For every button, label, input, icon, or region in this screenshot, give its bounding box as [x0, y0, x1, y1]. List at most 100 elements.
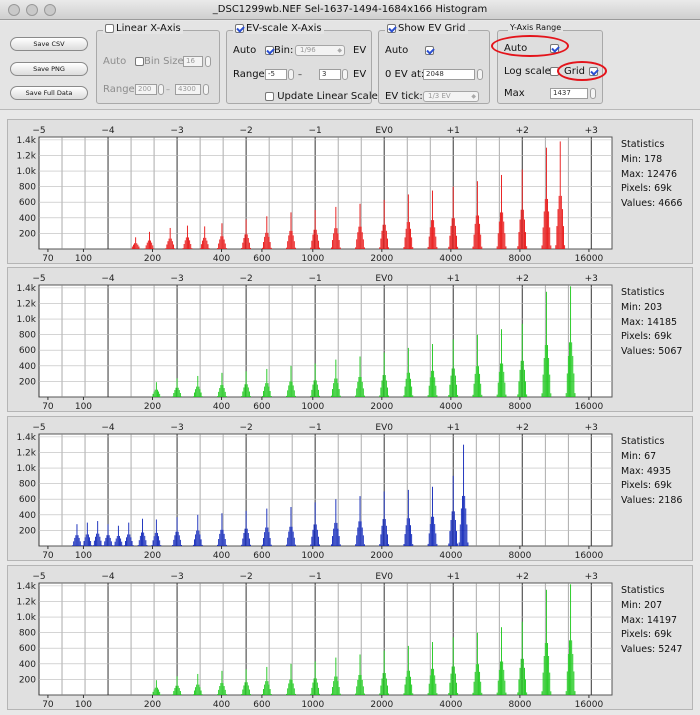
histogram-bar — [152, 393, 154, 397]
stats-max: Max: 12476 — [621, 168, 678, 180]
histogram-bar — [522, 360, 524, 397]
histogram-bar — [450, 225, 452, 249]
bin-size-checkbox[interactable] — [135, 56, 144, 66]
ev-tick-select[interactable]: 1/3 EV — [423, 91, 479, 102]
histogram-bar — [383, 352, 385, 397]
ev-range-min-input[interactable]: -5 — [265, 69, 287, 80]
close-window-icon[interactable] — [8, 4, 20, 16]
histogram-bar — [335, 206, 337, 249]
linear-range-max-input[interactable]: 4300 — [175, 84, 201, 95]
ev-bin-checkbox[interactable] — [265, 45, 274, 55]
histogram-bar — [410, 228, 411, 249]
histogram-bar — [363, 544, 365, 546]
histogram-bar — [313, 678, 315, 695]
histogram-bar — [410, 525, 411, 546]
histogram-bar — [263, 391, 264, 397]
histogram-bar — [90, 541, 92, 546]
y-max-input[interactable]: 1437 — [550, 88, 588, 99]
histogram-bar — [466, 524, 468, 546]
histogram-bar — [266, 368, 268, 397]
linear-range-min-input[interactable]: 200 — [135, 84, 157, 95]
stats-min: Min: 178 — [621, 153, 663, 165]
histogram-bar — [526, 246, 528, 249]
bin-size-input[interactable]: 16 — [183, 56, 203, 67]
histogram-bar — [267, 527, 269, 546]
histogram-bar — [79, 541, 81, 546]
histogram-bar — [496, 692, 498, 695]
histogram-bar — [242, 538, 244, 546]
histogram-bar — [245, 219, 247, 249]
histogram-bar — [408, 518, 410, 546]
minimize-window-icon[interactable] — [26, 4, 38, 16]
linear-range-max-stepper[interactable] — [203, 84, 209, 95]
show-ev-grid-checkbox[interactable] — [387, 24, 396, 33]
save-full-data-button[interactable]: Save Full Data — [10, 86, 88, 100]
histogram-bar — [411, 386, 413, 397]
ev-tick-label: −3 — [170, 572, 183, 582]
ev-grid-auto-checkbox[interactable] — [425, 46, 434, 55]
histogram-bar — [225, 544, 227, 546]
histogram-bar — [542, 672, 544, 695]
histogram-bar — [152, 691, 154, 695]
histogram-bar — [200, 690, 202, 695]
ev-range-max-stepper[interactable] — [342, 69, 348, 80]
update-linear-scale-checkbox[interactable] — [265, 91, 274, 101]
histogram-bar — [541, 245, 543, 249]
zero-ev-label: 0 EV at: — [385, 69, 425, 80]
stats-values: Values: 2186 — [621, 495, 683, 507]
linear-tick-label: 600 — [253, 700, 270, 710]
histogram-bar — [287, 390, 289, 397]
histogram-bar — [222, 529, 224, 546]
histogram-bar — [194, 392, 195, 397]
histogram-bar — [247, 387, 249, 397]
ev-tick-label: −4 — [101, 572, 115, 582]
histogram-bar — [362, 686, 364, 695]
histogram-bar — [245, 669, 247, 695]
histogram-bar — [570, 584, 572, 695]
histogram-bar — [217, 694, 218, 695]
histogram-bar — [382, 519, 384, 546]
ev-range-min-stepper[interactable] — [288, 69, 294, 80]
linear-range-min-stepper[interactable] — [158, 84, 164, 95]
histogram-bar — [314, 363, 316, 397]
histogram-bar — [310, 395, 312, 397]
histogram-bar — [225, 248, 227, 249]
y-max-stepper[interactable] — [590, 88, 596, 99]
histogram-bar — [128, 522, 130, 546]
histogram-bar — [331, 395, 332, 397]
histogram-bar — [289, 679, 291, 695]
histogram-bar — [452, 186, 454, 249]
histogram-bar — [385, 380, 387, 397]
histogram-bar — [172, 396, 174, 397]
histogram-bar — [174, 535, 176, 546]
histogram-bar — [293, 241, 295, 249]
histogram-bar — [310, 247, 312, 249]
histogram-bar — [247, 532, 249, 546]
save-png-button[interactable]: Save PNG — [10, 62, 88, 76]
histogram-bar — [243, 685, 245, 695]
ev-scale-x-axis-title: EV-scale X-Axis — [233, 23, 324, 34]
histogram-bar — [85, 534, 87, 546]
histogram-bar — [481, 246, 483, 249]
zero-ev-input[interactable]: 2048 — [423, 69, 475, 80]
histogram-bar — [454, 519, 456, 546]
auto-highlight-circle — [491, 35, 569, 57]
histogram-bar — [457, 543, 459, 546]
ev-scale-x-axis-checkbox[interactable] — [235, 24, 244, 33]
save-csv-button[interactable]: Save CSV — [10, 37, 88, 51]
linear-x-axis-checkbox[interactable] — [105, 24, 114, 33]
histogram-bar — [355, 395, 357, 397]
histogram-bar — [569, 640, 570, 695]
histogram-bar — [317, 389, 319, 397]
ev-bin-select[interactable]: 1/96 — [295, 45, 345, 56]
histogram-bar — [290, 663, 292, 695]
zero-ev-stepper[interactable] — [477, 69, 483, 80]
histogram-bar — [436, 395, 438, 397]
histogram-bar — [449, 531, 451, 546]
histogram-bar — [317, 536, 319, 546]
ev-range-max-input[interactable]: 3 — [319, 69, 341, 80]
ev-tick-label: −2 — [239, 126, 252, 136]
zoom-window-icon[interactable] — [44, 4, 56, 16]
histogram-bar — [72, 545, 74, 546]
bin-size-stepper[interactable] — [205, 56, 211, 67]
